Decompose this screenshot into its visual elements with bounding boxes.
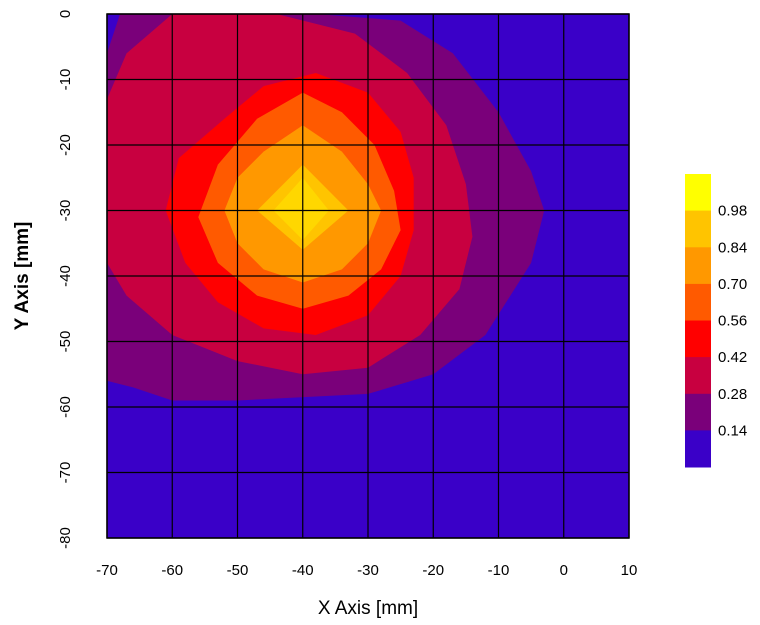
y-tick-label: -40 [57, 265, 74, 287]
colorbar-swatch [685, 393, 711, 431]
colorbar-label: 0.98 [718, 203, 747, 220]
contour-regions [107, 14, 545, 401]
colorbar: 0.98 0.84 0.70 0.56 0.42 0.28 0.14 [685, 174, 747, 468]
x-tick-label: -40 [292, 562, 314, 579]
colorbar-label: 0.56 [718, 313, 747, 330]
x-axis-title: X Axis [mm] [318, 598, 418, 619]
x-tick-label: -70 [96, 562, 118, 579]
colorbar-swatch [685, 320, 711, 358]
y-tick-label: -30 [57, 200, 74, 222]
x-tick-label: 10 [621, 562, 638, 579]
y-axis-title: Y Axis [mm] [12, 222, 33, 331]
colorbar-swatch [685, 247, 711, 285]
colorbar-swatch [685, 210, 711, 248]
y-tick-label: -70 [57, 462, 74, 484]
y-tick-labels: 0 -10 -20 -30 -40 -50 -60 -70 -80 [57, 10, 74, 549]
x-tick-label: -50 [227, 562, 249, 579]
contour-peak [273, 177, 329, 240]
colorbar-swatch [685, 283, 711, 321]
colorbar-swatch [685, 357, 711, 395]
plot-frame [106, 13, 630, 539]
colorbar-swatch [685, 430, 711, 468]
y-tick-label: -10 [57, 69, 74, 91]
colorbar-swatch [685, 174, 711, 212]
x-tick-labels: -70 -60 -50 -40 -30 -20 -10 0 10 [96, 562, 637, 579]
colorbar-label: 0.70 [718, 276, 747, 293]
y-tick-label: -50 [57, 331, 74, 353]
x-tick-label: 0 [560, 562, 568, 579]
y-tick-label: -80 [57, 527, 74, 549]
x-tick-label: -10 [488, 562, 510, 579]
colorbar-label: 0.14 [718, 422, 747, 439]
y-tick-label: 0 [57, 10, 74, 18]
x-tick-label: -20 [422, 562, 444, 579]
x-tick-label: -60 [161, 562, 183, 579]
y-tick-label: -20 [57, 134, 74, 156]
colorbar-label: 0.84 [718, 239, 747, 256]
colorbar-label: 0.28 [718, 386, 747, 403]
x-tick-label: -30 [357, 562, 379, 579]
colorbar-label: 0.42 [718, 349, 747, 366]
y-tick-label: -60 [57, 396, 74, 418]
